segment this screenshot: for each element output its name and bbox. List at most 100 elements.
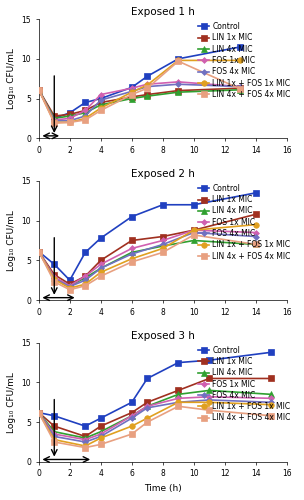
FOS 4x MIC: [130, 415, 134, 421]
FOS 4x MIC: [84, 277, 87, 283]
FOS 4x MIC: [269, 400, 273, 406]
LIN 1x MIC: [254, 212, 257, 218]
LIN 1x MIC: [176, 88, 180, 94]
Control: [130, 400, 134, 406]
FOS 4x MIC: [192, 230, 195, 235]
FOS 4x MIC: [254, 234, 257, 239]
LIN 1x + FOS 1x MIC: [84, 281, 87, 287]
FOS 1x MIC: [37, 410, 41, 416]
FOS 4x MIC: [53, 118, 56, 124]
LIN 4x + FOS 4x MIC: [99, 273, 103, 279]
Control: [84, 423, 87, 429]
LIN 1x MIC: [99, 258, 103, 264]
LIN 4x MIC: [53, 275, 56, 281]
Control: [130, 84, 134, 90]
LIN 1x + FOS 1x MIC: [269, 402, 273, 407]
FOS 1x MIC: [161, 238, 164, 244]
LIN 4x MIC: [99, 102, 103, 108]
LIN 4x + FOS 4x MIC: [53, 439, 56, 445]
LIN 4x MIC: [130, 250, 134, 256]
LIN 4x MIC: [84, 435, 87, 441]
LIN 4x MIC: [37, 87, 41, 93]
Control: [37, 87, 41, 93]
LIN 1x MIC: [84, 434, 87, 440]
LIN 4x MIC: [176, 89, 180, 95]
LIN 4x MIC: [53, 428, 56, 434]
LIN 1x + FOS 1x MIC: [130, 423, 134, 429]
Line: LIN 4x + FOS 4x MIC: LIN 4x + FOS 4x MIC: [36, 232, 259, 292]
LIN 1x MIC: [68, 112, 72, 117]
LIN 4x + FOS 4x MIC: [207, 407, 211, 413]
LIN 1x MIC: [130, 238, 134, 244]
LIN 1x + FOS 1x MIC: [37, 248, 41, 254]
Line: LIN 4x + FOS 4x MIC: LIN 4x + FOS 4x MIC: [36, 58, 243, 126]
LIN 1x MIC: [192, 227, 195, 233]
LIN 1x + FOS 1x MIC: [161, 246, 164, 252]
Control: [146, 74, 149, 80]
Line: LIN 1x + FOS 1x MIC: LIN 1x + FOS 1x MIC: [36, 400, 274, 449]
Control: [269, 350, 273, 356]
FOS 1x MIC: [254, 230, 257, 235]
LIN 4x + FOS 4x MIC: [84, 283, 87, 289]
Control: [176, 56, 180, 62]
Line: Control: Control: [36, 350, 274, 429]
LIN 1x MIC: [37, 87, 41, 93]
LIN 1x + FOS 1x MIC: [238, 58, 242, 64]
LIN 4x + FOS 4x MIC: [176, 58, 180, 64]
FOS 1x MIC: [146, 81, 149, 87]
LIN 4x MIC: [238, 87, 242, 93]
LIN 1x + FOS 1x MIC: [130, 256, 134, 262]
FOS 1x MIC: [68, 116, 72, 121]
LIN 4x + FOS 4x MIC: [68, 286, 72, 292]
FOS 4x MIC: [68, 284, 72, 290]
FOS 1x MIC: [99, 262, 103, 268]
FOS 1x MIC: [192, 227, 195, 233]
LIN 4x + FOS 4x MIC: [130, 259, 134, 265]
LIN 4x MIC: [176, 392, 180, 398]
Title: Exposed 1 h: Exposed 1 h: [131, 7, 195, 17]
FOS 1x MIC: [68, 283, 72, 289]
Control: [192, 202, 195, 208]
LIN 4x MIC: [68, 113, 72, 119]
FOS 1x MIC: [176, 396, 180, 402]
LIN 1x + FOS 1x MIC: [99, 435, 103, 441]
X-axis label: Time (h): Time (h): [144, 484, 182, 493]
Legend: Control, LIN 1x MIC, LIN 4x MIC, FOS 1x MIC, FOS 4x MIC, LIN 1x + FOS 1x MIC, LI: Control, LIN 1x MIC, LIN 4x MIC, FOS 1x …: [196, 344, 292, 424]
FOS 4x MIC: [130, 251, 134, 257]
LIN 1x + FOS 1x MIC: [53, 436, 56, 442]
FOS 4x MIC: [161, 242, 164, 248]
LIN 1x MIC: [161, 234, 164, 239]
FOS 4x MIC: [53, 276, 56, 281]
Line: FOS 1x MIC: FOS 1x MIC: [37, 80, 242, 122]
LIN 4x MIC: [84, 110, 87, 116]
LIN 4x + FOS 4x MIC: [176, 404, 180, 409]
LIN 1x + FOS 1x MIC: [68, 120, 72, 126]
LIN 4x + FOS 4x MIC: [84, 444, 87, 450]
LIN 4x MIC: [130, 413, 134, 419]
LIN 4x MIC: [192, 238, 195, 244]
Control: [176, 360, 180, 366]
FOS 1x MIC: [84, 273, 87, 279]
FOS 1x MIC: [53, 117, 56, 123]
LIN 4x + FOS 4x MIC: [254, 242, 257, 248]
LIN 4x + FOS 4x MIC: [37, 248, 41, 254]
Control: [53, 262, 56, 268]
LIN 1x + FOS 1x MIC: [53, 120, 56, 126]
Control: [99, 415, 103, 421]
FOS 4x MIC: [84, 113, 87, 119]
LIN 4x MIC: [207, 388, 211, 394]
Title: Exposed 2 h: Exposed 2 h: [131, 169, 195, 179]
LIN 1x MIC: [130, 94, 134, 100]
LIN 1x + FOS 1x MIC: [254, 222, 257, 228]
Line: LIN 1x + FOS 1x MIC: LIN 1x + FOS 1x MIC: [36, 222, 259, 291]
LIN 1x MIC: [207, 376, 211, 382]
FOS 1x MIC: [84, 436, 87, 442]
Control: [207, 357, 211, 363]
LIN 4x + FOS 4x MIC: [238, 86, 242, 92]
Line: FOS 4x MIC: FOS 4x MIC: [37, 398, 273, 444]
Line: LIN 4x MIC: LIN 4x MIC: [36, 87, 243, 121]
FOS 4x MIC: [99, 97, 103, 103]
FOS 1x MIC: [53, 274, 56, 280]
LIN 1x MIC: [130, 410, 134, 416]
Control: [238, 44, 242, 50]
